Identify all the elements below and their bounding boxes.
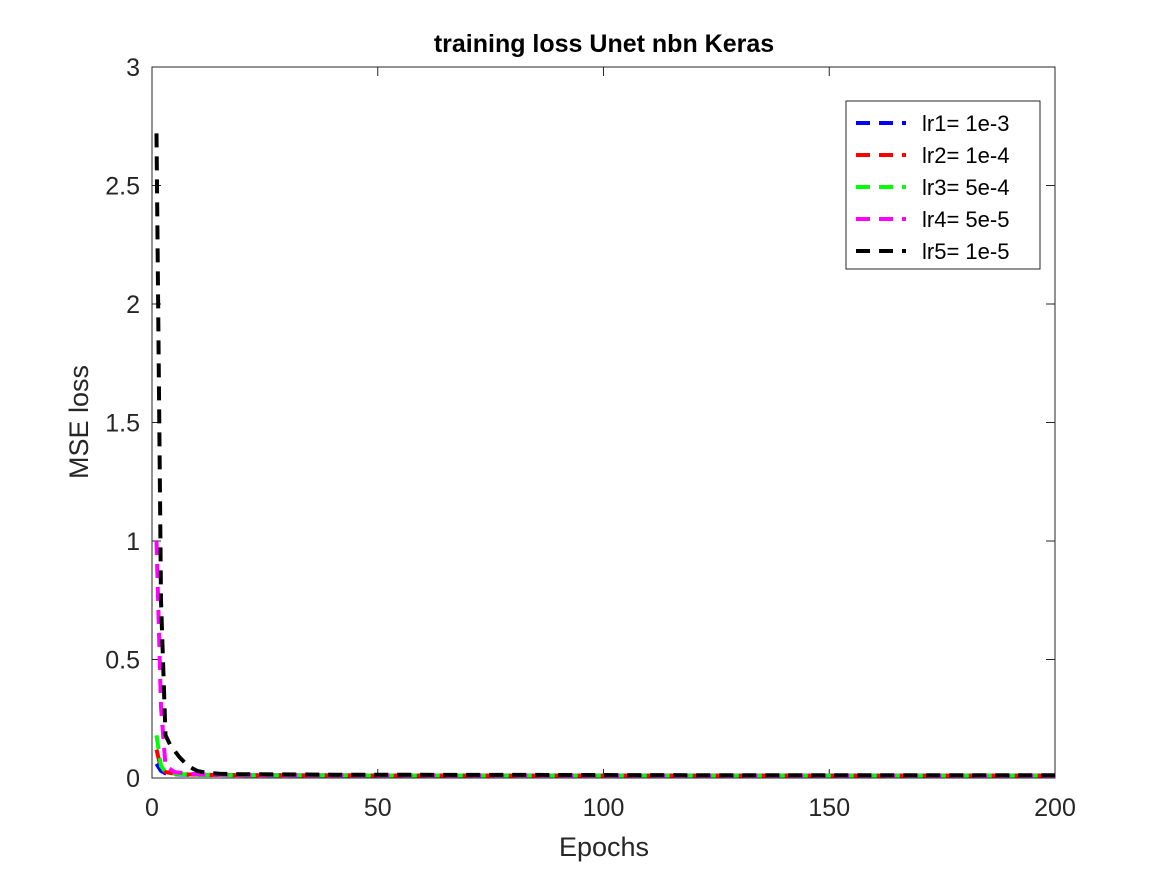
y-tick-label: 1.5 — [105, 410, 140, 438]
x-tick-label: 200 — [1034, 794, 1076, 822]
legend-label-3: lr3= 5e-4 — [922, 175, 1009, 200]
y-axis-label: MSE loss — [64, 365, 94, 479]
y-axis-ticks: 0 0.5 1 1.5 2 2.5 3 — [105, 54, 1055, 793]
chart-legend: lr1= 1e-3 lr2= 1e-4 lr3= 5e-4 lr4= 5e-5 lr5=… — [845, 100, 1041, 270]
chart-title: training loss Unet nbn Keras — [434, 30, 774, 58]
series-line-5 — [154, 133, 1055, 778]
y-tick-label: 2.5 — [105, 173, 140, 201]
x-axis-label: Epochs — [559, 832, 649, 862]
legend-label-1: lr1= 1e-3 — [922, 111, 1009, 136]
legend-label-5: lr5= 1e-5 — [922, 239, 1009, 264]
series-lines — [154, 133, 1055, 778]
x-axis-ticks: 0 50 100 150 200 — [145, 67, 1076, 822]
y-tick-label: 0.5 — [105, 647, 140, 675]
y-tick-label: 3 — [126, 54, 140, 82]
y-tick-label: 2 — [126, 291, 140, 319]
y-tick-label: 0 — [126, 765, 140, 793]
x-tick-label: 50 — [364, 794, 392, 822]
legend-label-2: lr2= 1e-4 — [922, 143, 1009, 168]
x-tick-label: 0 — [145, 794, 159, 822]
x-tick-label: 150 — [808, 794, 850, 822]
y-tick-label: 1 — [126, 528, 140, 556]
x-tick-label: 100 — [583, 794, 625, 822]
legend-label-4: lr4= 5e-5 — [922, 207, 1009, 232]
legend-box — [845, 100, 1041, 270]
